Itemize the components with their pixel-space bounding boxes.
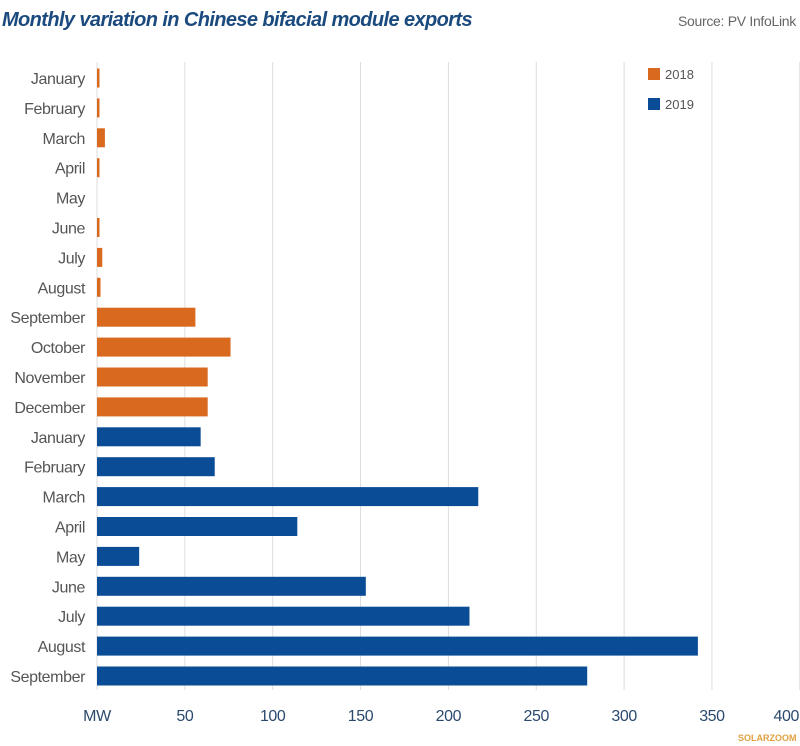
bar-2018 [97,307,196,327]
x-tick-label: 150 [348,708,374,725]
x-axis-label: MW [83,708,112,725]
bar-2018 [97,158,100,178]
category-label: July [58,250,85,267]
legend-swatch-2019 [648,98,660,110]
bar-2019 [97,517,298,536]
category-label: October [31,340,86,357]
bar-2018 [97,247,103,267]
bar-2018 [97,367,208,387]
category-label: April [55,161,85,178]
bar-2018 [97,128,105,148]
bar-2019 [97,576,366,596]
chart-source: Source: PV InfoLink [677,13,796,29]
category-label: April [55,520,85,537]
legend-label: 2019 [665,97,694,112]
category-label: September [10,310,86,327]
bar-2019 [97,546,140,566]
x-tick-label: 50 [176,708,193,725]
category-label: March [43,490,85,507]
chart-title: Monthly variation in Chinese bifacial mo… [2,9,473,31]
bar-2019 [97,606,470,626]
category-label: August [38,280,86,297]
category-label: May [56,549,85,566]
bar-2018 [97,277,101,297]
category-label: November [14,370,86,387]
bar-2018 [97,68,100,88]
bar-2019 [97,636,698,656]
category-label: August [38,639,86,656]
bar-2018 [97,337,231,357]
x-tick-label: 300 [611,708,637,725]
bar-2018 [97,98,100,118]
category-label: September [10,669,86,686]
x-tick-label: 200 [436,708,462,725]
category-label: January [31,71,86,88]
category-label: February [24,101,85,118]
category-label: December [14,400,86,417]
category-label: June [52,579,86,596]
x-tick-label: 350 [699,708,725,725]
category-label: May [56,191,85,208]
x-tick-label: 400 [774,708,800,725]
category-label: March [43,131,85,148]
category-label: July [58,609,85,626]
legend-swatch-2018 [648,68,660,80]
x-tick-label: 250 [524,708,550,725]
legend-label: 2018 [665,67,694,82]
bar-2019 [97,427,201,447]
bar-2018 [97,218,100,237]
bar-2018 [97,397,208,417]
x-tick-label: 100 [260,708,286,725]
category-label: February [24,460,85,477]
watermark: SOLARZOOM [738,733,797,743]
category-label: June [52,221,86,238]
bar-2019 [97,457,215,477]
bar-2019 [97,666,588,686]
bar-2019 [97,487,479,507]
category-label: January [31,430,86,447]
